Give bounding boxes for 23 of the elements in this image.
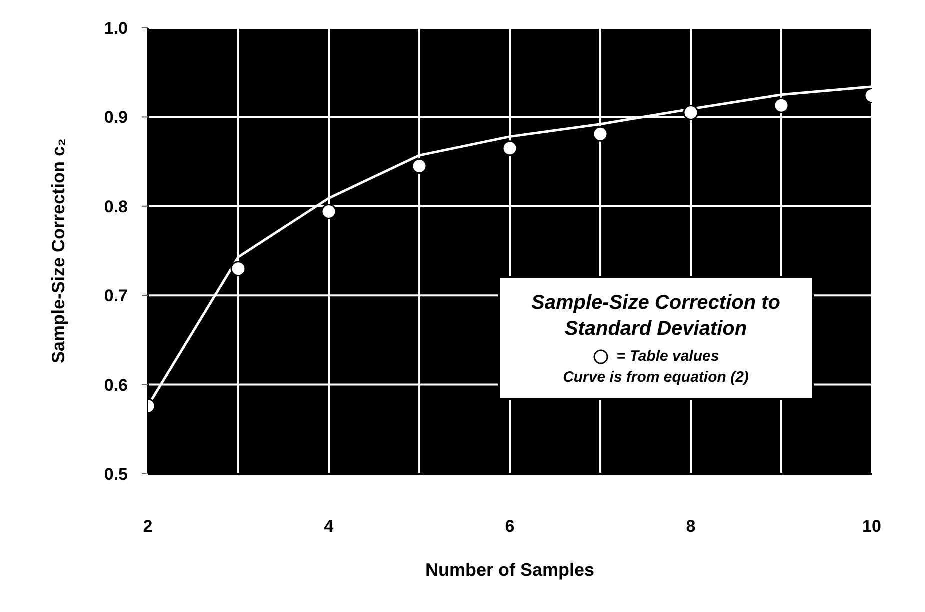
y-tick-label: 0.6 bbox=[104, 376, 128, 395]
x-tick-label: 10 bbox=[862, 517, 882, 536]
annotation: Curve is from equation (2) bbox=[562, 369, 750, 386]
y-axis-title: Sample-Size Correction c₂ bbox=[48, 138, 68, 364]
x-axis-title: Number of Samples bbox=[425, 560, 595, 580]
point bbox=[592, 126, 608, 142]
y-tick-label: 1.0 bbox=[104, 19, 128, 38]
y-tick-label: 0.9 bbox=[104, 108, 128, 128]
point bbox=[230, 261, 246, 277]
point bbox=[321, 204, 337, 220]
point bbox=[502, 140, 518, 156]
x-tick-label: 8 bbox=[686, 517, 696, 536]
y-tick-label: 0.5 bbox=[104, 465, 128, 484]
point bbox=[774, 98, 790, 114]
legend-label: = Table values bbox=[616, 348, 720, 365]
point bbox=[683, 104, 699, 120]
point bbox=[412, 158, 428, 174]
y-tick-label: 0.8 bbox=[104, 197, 128, 216]
legend-panel: Sample-Size Correction to Standard Deviation = Table values Curve is from equation (2) bbox=[498, 276, 814, 400]
x-tick-label: 4 bbox=[324, 517, 334, 536]
x-tick-label: 6 bbox=[505, 517, 515, 536]
y-tick-label: 0.7 bbox=[104, 286, 128, 306]
x-tick-label: 2 bbox=[143, 517, 153, 536]
